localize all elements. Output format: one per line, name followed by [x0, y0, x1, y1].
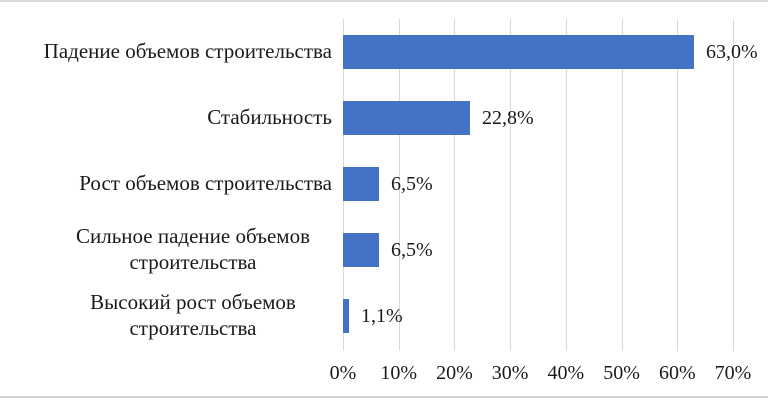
value-label: 22,8% [482, 106, 534, 129]
category-label-text: Сильное падение объемов строительства [75, 224, 311, 274]
bar [343, 233, 379, 267]
x-tick-label: 70% [714, 362, 752, 384]
x-tick-label: 60% [658, 362, 696, 384]
category-label-text: Рост объемов строительства [79, 171, 332, 196]
value-label: 6,5% [391, 172, 433, 195]
gridline-50pct [621, 19, 623, 351]
category-label: Сильное падение объемов строительства [0, 217, 337, 283]
bar-row: Высокий рост объемов строительства 1,1% [0, 283, 768, 349]
value-label: 63,0% [706, 40, 758, 63]
page-border-bottom [0, 396, 768, 398]
bar [343, 299, 349, 333]
bar-row: Рост объемов строительства 6,5% [0, 151, 768, 217]
category-label: Высокий рост объемов строительства [0, 283, 337, 349]
bar-row: Стабильность 22,8% [0, 85, 768, 151]
gridline-10pct [398, 19, 400, 351]
bar-row: Сильное падение объемов строительства 6,… [0, 217, 768, 283]
gridline-70pct [733, 19, 734, 351]
gridline-60pct [677, 19, 679, 351]
x-tick-label: 10% [380, 362, 418, 384]
x-tick-label: 50% [603, 362, 640, 384]
x-tick-label: 0% [329, 362, 357, 384]
bar [343, 167, 379, 201]
category-label: Падение объемов строительства [0, 19, 337, 85]
bar [343, 101, 470, 135]
gridline-40pct [565, 19, 567, 351]
category-label: Стабильность [0, 85, 337, 151]
x-tick-label: 40% [547, 362, 585, 384]
bar-row: Падение объемов строительства 63,0% [0, 19, 768, 85]
category-label-text: Высокий рост объемов строительства [90, 290, 296, 340]
gridline-20pct [454, 19, 456, 351]
page-border-top [0, 0, 768, 2]
value-label: 1,1% [361, 304, 403, 327]
category-label-text: Стабильность [207, 105, 332, 130]
category-label: Рост объемов строительства [0, 151, 337, 217]
gridline-30pct [510, 19, 512, 351]
x-tick-label: 20% [436, 362, 473, 384]
x-axis: 0% 10% 20% 30% 40% 50% 60% 70% [330, 362, 752, 392]
bar [343, 35, 694, 69]
value-label: 6,5% [391, 238, 433, 261]
x-tick-label: 30% [491, 362, 529, 384]
category-label-text: Падение объемов строительства [43, 39, 332, 64]
